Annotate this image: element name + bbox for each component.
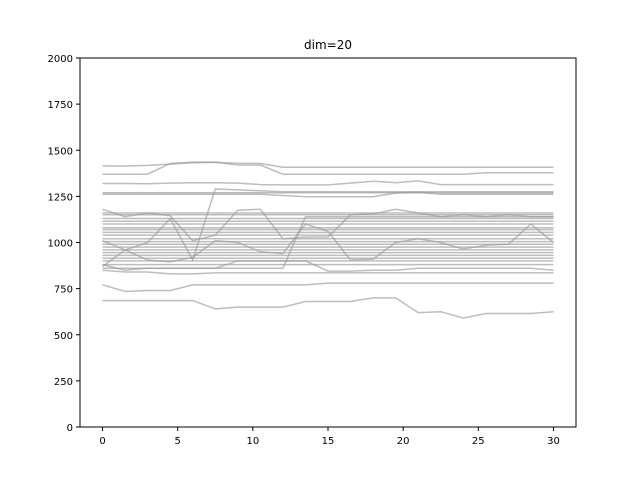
x-tick-label: 20	[397, 436, 410, 447]
series-layer	[102, 161, 554, 319]
series-line-2	[102, 161, 554, 175]
x-tick-label: 10	[246, 436, 259, 447]
series-line-5	[102, 191, 554, 198]
y-tick-label: 500	[54, 331, 73, 342]
y-tick-label: 1250	[48, 192, 73, 203]
x-tick-label: 25	[472, 436, 485, 447]
x-tick-label: 30	[547, 436, 560, 447]
y-tick-label: 1000	[48, 239, 73, 250]
chart-title: dim=20	[304, 38, 352, 52]
series-line-30	[102, 260, 554, 272]
y-tick-label: 1750	[48, 100, 73, 111]
series-line-31	[102, 282, 554, 293]
series-line-32	[102, 297, 554, 319]
x-tick-label: 0	[99, 436, 105, 447]
y-tick-label: 0	[67, 423, 73, 434]
x-tick-label: 15	[322, 436, 335, 447]
series-line-27	[102, 223, 554, 263]
x-axis: 0 5 10 15 20 25 30	[99, 427, 560, 447]
series-line-29	[102, 269, 554, 275]
y-tick-label: 2000	[48, 54, 73, 65]
series-line-26	[102, 188, 554, 268]
y-tick-label: 250	[54, 377, 73, 388]
y-axis: 0 250 500 750 1000 1250 1500 1750 2000	[48, 54, 80, 434]
series-line-3	[102, 180, 554, 186]
y-tick-label: 750	[54, 285, 73, 296]
x-tick-label: 5	[175, 436, 181, 447]
y-tick-label: 1500	[48, 146, 73, 157]
